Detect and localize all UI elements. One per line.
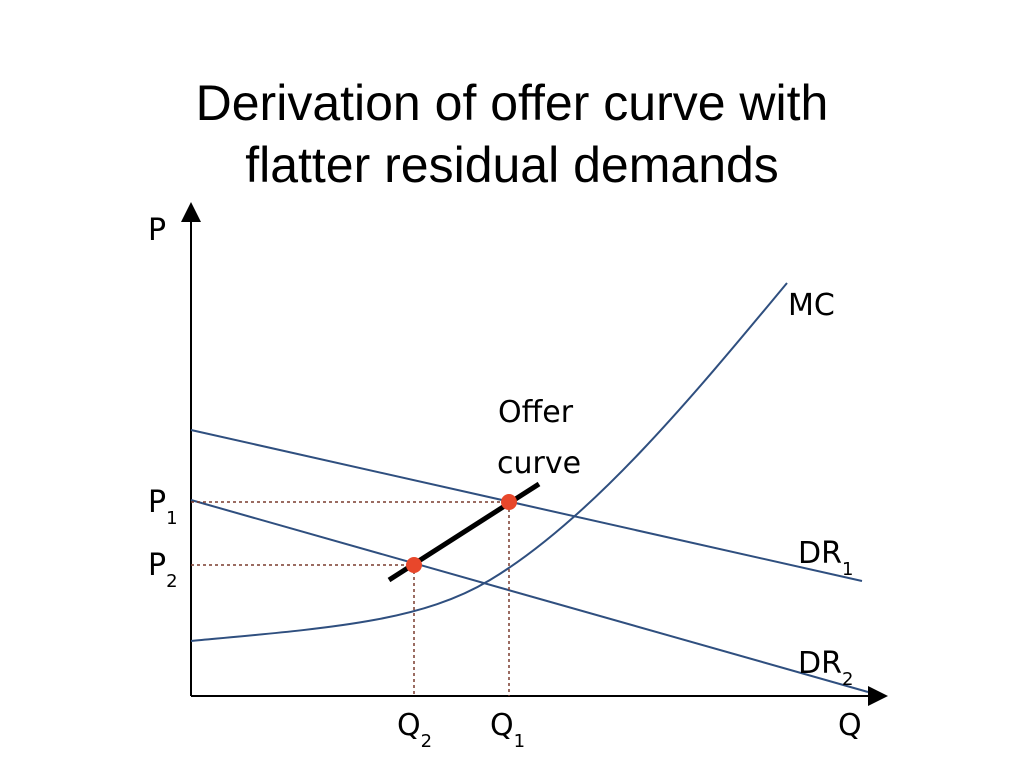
mc-curve [190,282,788,642]
y-axis-label: P [148,213,166,248]
p2-label: P2 [148,548,178,592]
mc-label: MC [788,288,835,323]
point-p2-q2 [406,557,422,573]
dr1-label-main: DR [798,536,842,571]
offer-curve-label-line-1: Offer [498,395,574,430]
q1-label: Q1 [490,708,525,752]
dr2-label-subscript: 2 [842,669,853,690]
dr2-curve [190,499,869,693]
p1-label-subscript: 1 [166,508,177,529]
offer-curve-label-line-2: curve [497,446,581,481]
q1-label-subscript: 1 [514,731,525,752]
dr1-label: DR1 [798,536,853,580]
q2-label-main: Q [397,708,421,743]
title-line-2: flatter residual demands [245,137,779,193]
p1-label-main: P [148,485,166,520]
title-line-1: Derivation of offer curve with [195,75,829,131]
dr1-curve [190,429,863,582]
p1-label: P1 [148,485,178,529]
dr2-label-main: DR [798,646,842,681]
slide-title: Derivation of offer curve with flatter r… [0,72,1024,196]
point-p1-q1 [501,494,517,510]
p2-label-subscript: 2 [166,571,177,592]
q2-label: Q2 [397,708,432,752]
p2-label-main: P [148,548,166,583]
dr2-label: DR2 [798,646,853,690]
dr1-label-subscript: 1 [842,559,853,580]
q1-label-main: Q [490,708,514,743]
x-axis-label: Q [838,708,862,743]
q2-label-subscript: 2 [421,731,432,752]
